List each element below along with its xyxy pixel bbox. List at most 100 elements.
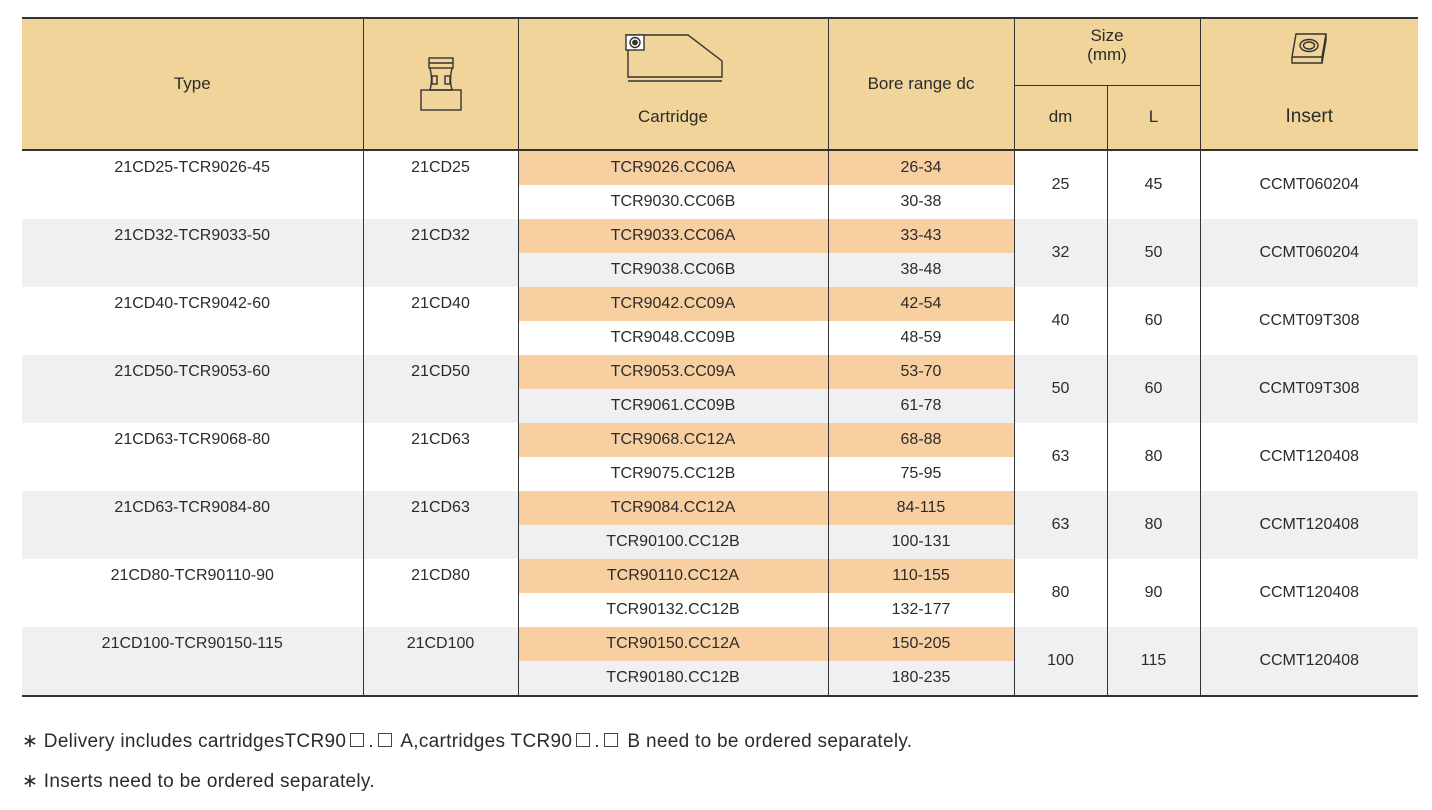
size-unit: (mm) [1087,44,1127,64]
cell-cartridge-b: TCR90132.CC12B [518,593,829,627]
cell-bore-a: 150-205 [827,627,1015,661]
table-row: 21CD63-TCR9084-80 21CD63 TCR9084.CC12A 84-1… [22,491,1418,559]
cell-l: 80 [1106,491,1201,559]
cell-bore-b: 75-95 [827,457,1014,491]
table-row: 21CD100-TCR90150-115 21CD100 TCR90150.CC12… [22,627,1418,697]
product-table-body: 21CD25-TCR9026-45 21CD25 TCR9026.CC06A 26-3… [22,150,1418,697]
cell-bore-b: 61-78 [827,389,1014,423]
cell-type: 21CD80-TCR90110-90 [22,559,364,627]
cell-holder: 21CD50 [362,355,519,423]
cell-cartridge-a: TCR9053.CC09A [517,355,829,389]
col-header-size: Size (mm) [1013,17,1201,86]
cell-type: 21CD32-TCR9033-50 [22,219,364,287]
cell-holder: 21CD25 [362,150,519,219]
cell-dm: 63 [1013,423,1108,491]
table-row: TCR9038.CC06B 38-48 [22,253,1418,287]
cell-cartridge-a: TCR9068.CC12A [517,423,829,457]
cell-type: 21CD63-TCR9068-80 [22,423,364,491]
cell-holder: 21CD32 [362,219,519,287]
cell-dm: 63 [1013,491,1108,559]
table-row: TCR9061.CC09B 61-78 [22,389,1418,423]
insert-icon [1291,33,1328,64]
size-label: Size [1090,25,1124,45]
cell-bore-a: 84-115 [827,491,1015,525]
footnote-delivery-part2: A,cartridges TCR90 [400,731,573,752]
table-row: 21CD32-TCR9033-50 21CD32 TCR9033.CC06A 33-4… [22,219,1418,287]
cell-l: 45 [1106,150,1201,219]
cell-type: 21CD25-TCR9026-45 [22,150,364,219]
cell-cartridge-a: TCR9033.CC06A [517,219,829,253]
cell-dm: 80 [1013,559,1108,627]
cell-dm: 40 [1013,287,1108,355]
cell-dm: 50 [1013,355,1108,423]
table-row: TCR90132.CC12B 132-177 [22,593,1418,627]
adapter-shank-icon [419,57,462,111]
cell-holder: 21CD80 [362,559,519,627]
col-header-insert: Insert [1199,85,1418,151]
cell-dm: 25 [1013,150,1108,219]
table-row: 21CD25-TCR9026-45 21CD25 TCR9026.CC06A 26-3… [22,150,1418,219]
cell-cartridge-a: TCR90150.CC12A [517,627,829,661]
table-row: TCR90100.CC12B 100-131 [22,525,1418,559]
cell-cartridge-a: TCR9084.CC12A [517,491,829,525]
cell-l: 90 [1106,559,1201,627]
table-row: 21CD63-TCR9068-80 21CD63 TCR9068.CC12A 68-8… [22,423,1418,491]
cell-bore-b: 48-59 [827,321,1014,355]
cell-bore-a: 42-54 [827,287,1015,321]
cell-cartridge-b: TCR90100.CC12B [518,525,829,559]
cell-type: 21CD63-TCR9084-80 [22,491,364,559]
table-row: 21CD40-TCR9042-60 21CD40 TCR9042.CC09A 42-5… [22,287,1418,355]
table-row: TCR9030.CC06B 30-38 [22,185,1418,219]
cell-holder: 21CD63 [362,423,519,491]
table-row: 21CD50-TCR9053-60 21CD50 TCR9053.CC09A 53-7… [22,355,1418,423]
cell-bore-b: 100-131 [827,525,1014,559]
placeholder-box-icon [377,733,392,747]
cell-bore-b: 132-177 [827,593,1014,627]
col-header-cartridge-icon-cell [517,17,829,85]
cell-insert: CCMT09T308 [1199,287,1418,355]
cell-type: 21CD40-TCR9042-60 [22,287,364,355]
cell-cartridge-b: TCR90180.CC12B [518,661,829,697]
cell-l: 80 [1106,423,1201,491]
cell-cartridge-a: TCR9026.CC06A [517,150,829,185]
cell-bore-a: 110-155 [827,559,1015,593]
cell-l: 60 [1106,355,1201,423]
cell-l: 60 [1106,287,1201,355]
col-header-holder [362,17,519,151]
cell-holder: 21CD100 [362,627,519,697]
col-header-insert-icon-cell [1199,17,1418,85]
cell-type: 21CD50-TCR9053-60 [22,355,364,423]
col-header-bore: Bore range dc [827,17,1015,151]
footnotes: ∗ Delivery includes cartridgesTCR90. A,c… [22,730,912,810]
footnote-inserts: ∗ Inserts need to be ordered separately. [22,771,375,792]
col-header-l: L [1106,85,1201,151]
table-row: TCR9075.CC12B 75-95 [22,457,1418,491]
cell-bore-a: 53-70 [827,355,1015,389]
cell-insert: CCMT09T308 [1199,355,1418,423]
cell-insert: CCMT120408 [1199,559,1418,627]
table-row: TCR90180.CC12B 180-235 [22,661,1418,697]
cell-dm: 100 [1013,627,1108,697]
cell-cartridge-b: TCR9038.CC06B [518,253,829,287]
col-header-cartridge: Cartridge [518,85,829,151]
cell-bore-a: 26-34 [827,150,1015,185]
footnote-delivery-part1: ∗ Delivery includes cartridgesTCR90 [22,731,347,752]
cell-cartridge-b: TCR9061.CC09B [518,389,829,423]
table-row: TCR9048.CC09B 48-59 [22,321,1418,355]
cell-bore-b: 180-235 [827,661,1014,697]
table-row: 21CD80-TCR90110-90 21CD80 TCR90110.CC12A 11… [22,559,1418,627]
cell-cartridge-a: TCR9042.CC09A [517,287,829,321]
cell-insert: CCMT060204 [1199,150,1418,219]
product-table-wrapper: Type [22,17,1418,697]
col-header-dm: dm [1013,85,1108,151]
placeholder-box-icon [603,733,618,747]
cell-cartridge-b: TCR9030.CC06B [518,185,829,219]
cell-cartridge-b: TCR9048.CC09B [518,321,829,355]
cell-holder: 21CD63 [362,491,519,559]
cell-bore-a: 33-43 [827,219,1015,253]
cell-cartridge-b: TCR9075.CC12B [518,457,829,491]
cell-l: 50 [1106,219,1201,287]
cell-bore-b: 38-48 [827,253,1014,287]
cell-bore-a: 68-88 [827,423,1015,457]
cell-insert: CCMT060204 [1199,219,1418,287]
